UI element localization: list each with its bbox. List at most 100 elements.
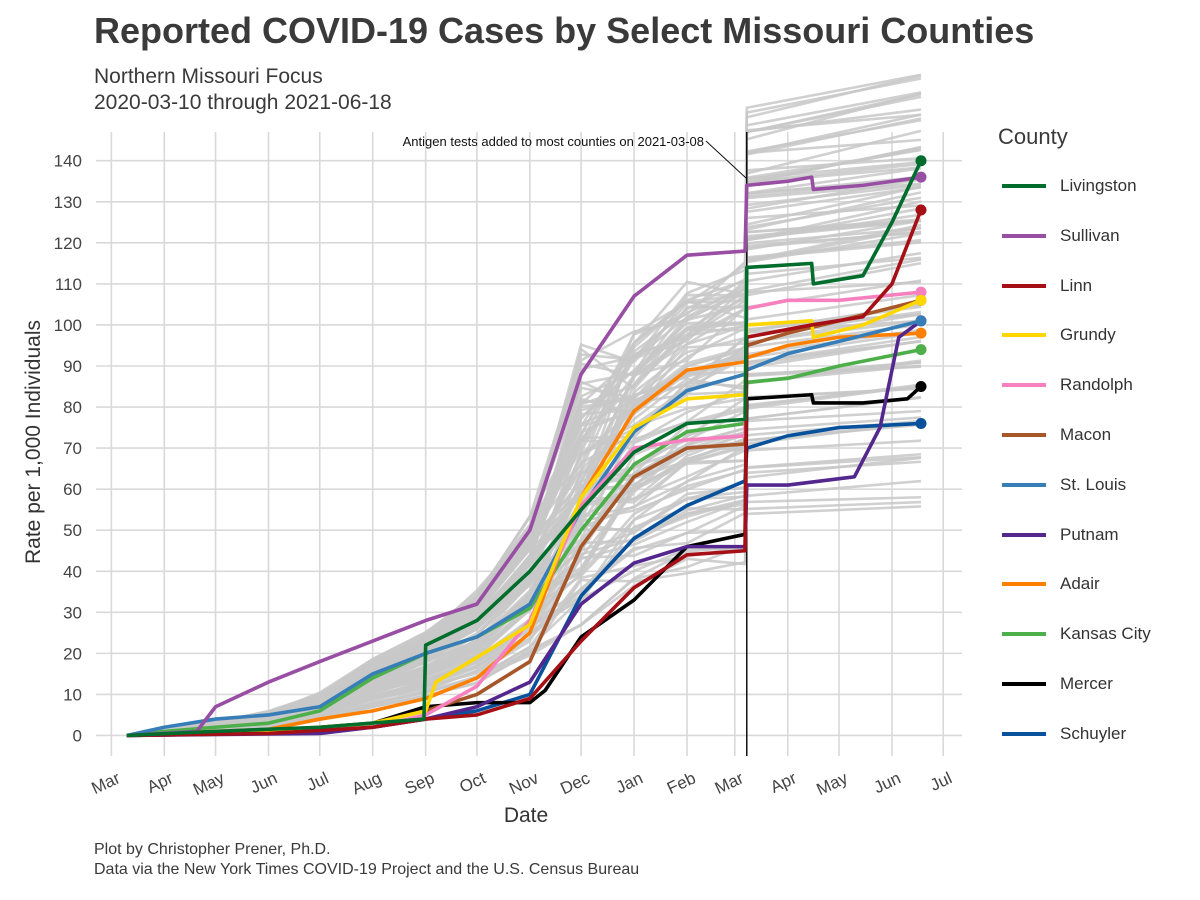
- subtitle-line-2: 2020-03-10 through 2021-06-18: [94, 91, 392, 114]
- legend-swatch: [1002, 632, 1046, 637]
- chart-title: Reported COVID-19 Cases by Select Missou…: [94, 10, 1035, 51]
- y-tick-label: 100: [54, 316, 82, 335]
- background-series-line: [126, 303, 922, 737]
- series-line-mercer: [126, 385, 923, 738]
- x-tick-label: Feb: [664, 768, 699, 798]
- background-series-line: [126, 238, 922, 737]
- legend-label: Grundy: [1060, 325, 1116, 345]
- y-tick-label: 0: [73, 726, 82, 745]
- legend-item: Adair: [998, 564, 1198, 604]
- series-endpoint: [915, 286, 927, 298]
- series-endpoint: [915, 294, 927, 306]
- legend-swatch: [1002, 532, 1046, 537]
- y-tick-label: 60: [63, 480, 82, 499]
- antigen-annotation: Antigen tests added to most counties on …: [403, 134, 704, 149]
- series-endpoint: [915, 155, 927, 167]
- y-tick-label: 50: [63, 521, 82, 540]
- series-endpoint: [915, 381, 927, 393]
- highlighted-series: [126, 155, 927, 738]
- series-line-livingston: [126, 159, 923, 738]
- legend-label: Kansas City: [1060, 624, 1151, 644]
- series-line-kansas-city: [126, 347, 922, 738]
- series-endpoint: [915, 315, 927, 327]
- y-tick-label: 130: [54, 193, 82, 212]
- legend-swatch: [1002, 482, 1046, 487]
- annotation-leader: [705, 140, 747, 179]
- y-tick-label: 40: [63, 562, 82, 581]
- x-tick-label: May: [190, 768, 228, 799]
- x-tick-label: Apr: [767, 768, 799, 797]
- legend-item: Grundy: [998, 315, 1198, 355]
- grid-lines: [96, 132, 962, 756]
- y-tick-label: 20: [63, 644, 82, 663]
- legend-swatch: [1002, 433, 1046, 437]
- legend-label: Putnam: [1060, 524, 1119, 544]
- legend-label: Macon: [1060, 425, 1112, 444]
- legend-swatch: [1002, 582, 1046, 587]
- legend-item: Putnam: [998, 515, 1198, 555]
- legend-label: Livingston: [1060, 176, 1137, 195]
- legend-swatch: [1002, 682, 1046, 686]
- x-tick-label: Aug: [349, 768, 384, 798]
- y-tick-label: 140: [54, 152, 82, 171]
- y-tick-label: 70: [63, 439, 82, 458]
- legend-item: Macon: [998, 415, 1198, 455]
- background-series-line: [126, 145, 922, 737]
- legend-label: Schuyler: [1060, 723, 1127, 743]
- caption-line-2: Data via the New York Times COVID-19 Pro…: [94, 861, 640, 878]
- series-line-linn: [126, 209, 923, 738]
- y-tick-label: 90: [63, 357, 82, 376]
- legend-label: Randolph: [1060, 375, 1133, 395]
- legend-swatch: [1002, 283, 1046, 288]
- legend-label: St. Louis: [1060, 474, 1127, 494]
- x-tick-label: Apr: [144, 768, 176, 797]
- x-axis-title: Date: [504, 804, 548, 827]
- x-tick-label: Mar: [88, 768, 123, 798]
- subtitle-line-1: Northern Missouri Focus: [94, 65, 323, 88]
- x-tick-label: Jul: [927, 768, 955, 794]
- x-tick-label: Jul: [304, 768, 332, 794]
- x-tick-label: Dec: [557, 768, 593, 798]
- series-endpoint: [915, 171, 927, 183]
- legend-label: Linn: [1060, 275, 1093, 295]
- legend-item: Sullivan: [998, 216, 1198, 256]
- legend-item: St. Louis: [998, 465, 1198, 505]
- series-endpoint: [915, 417, 927, 429]
- caption: Plot by Christopher Prener, Ph.D. Data v…: [94, 840, 639, 880]
- legend-swatch: [1002, 184, 1046, 188]
- series-line-st-louis: [126, 319, 922, 738]
- series-line-grundy: [126, 298, 922, 738]
- legend-item: Randolph: [998, 365, 1198, 405]
- legend-item: Linn: [998, 266, 1198, 306]
- caption-line-1: Plot by Christopher Prener, Ph.D.: [94, 841, 331, 858]
- legend-swatch: [1002, 383, 1046, 388]
- x-tick-label: May: [814, 768, 852, 799]
- legend-item: Livingston: [998, 166, 1198, 206]
- legend-label: Sullivan: [1060, 225, 1120, 245]
- legend-item: Schuyler: [998, 714, 1198, 754]
- legend-swatch: [1002, 233, 1046, 238]
- x-tick-label: Jun: [247, 768, 280, 797]
- legend-item: Kansas City: [998, 614, 1198, 654]
- legend-label: Adair: [1060, 574, 1100, 594]
- x-tick-label: Jan: [613, 768, 646, 797]
- legend-swatch: [1002, 731, 1046, 736]
- y-tick-label: 30: [63, 603, 82, 622]
- x-tick-label: Mar: [712, 768, 747, 798]
- series-endpoint: [915, 344, 927, 356]
- y-tick-label: 10: [63, 685, 82, 704]
- chart-subtitle: Northern Missouri Focus 2020-03-10 throu…: [94, 64, 392, 116]
- y-tick-label: 120: [54, 234, 82, 253]
- y-axis-title: Rate per 1,000 Individuals: [22, 320, 45, 564]
- series-endpoint: [915, 204, 927, 216]
- background-series-line: [126, 293, 922, 737]
- legend-item: Mercer: [998, 664, 1198, 704]
- series-endpoint: [915, 327, 927, 339]
- background-series-line: [126, 146, 922, 737]
- series-line-sullivan: [126, 175, 922, 738]
- legend-label: Mercer: [1060, 674, 1113, 693]
- y-tick-label: 110: [55, 275, 82, 294]
- legend-title: County: [998, 124, 1068, 149]
- x-tick-label: Nov: [506, 768, 542, 798]
